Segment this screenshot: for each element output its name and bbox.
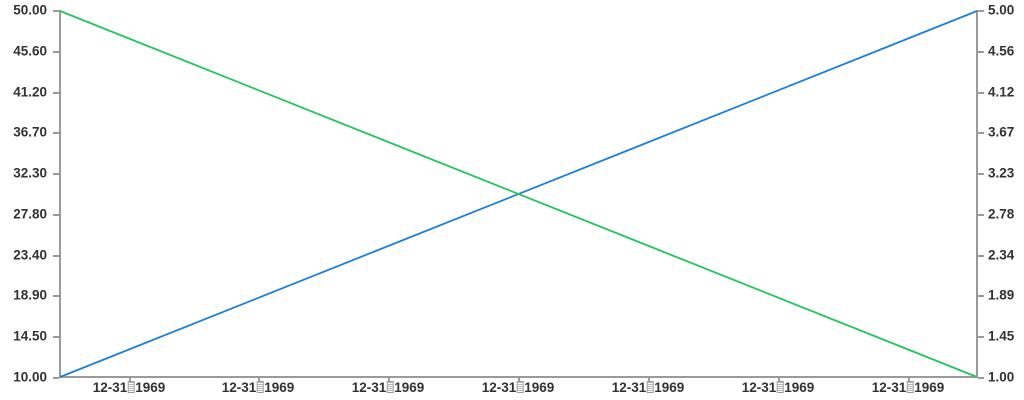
y-axis-left-tick-label: 14.50 <box>13 328 47 344</box>
y-axis-left-tick-label: 18.90 <box>13 287 47 303</box>
y-axis-right-tick-label: 2.78 <box>988 206 1015 222</box>
x-axis-tick-label: 12-31 1969 <box>742 380 815 395</box>
y-axis-right-tick <box>978 377 984 379</box>
missing-glyph-icon <box>646 381 654 393</box>
y-axis-right-labels: 5.00 4.56 4.12 3.67 3.23 2.78 2.34 1.89 … <box>988 0 1024 400</box>
x-axis-spine <box>59 376 978 378</box>
y-axis-right-tick-label: 5.00 <box>988 2 1015 18</box>
plot-area <box>53 10 984 384</box>
x-label-suffix: 1969 <box>914 380 945 395</box>
series-container <box>59 10 978 378</box>
x-label-prefix: 12-31 <box>741 380 777 395</box>
missing-glyph-icon <box>386 381 394 393</box>
y-axis-left-tick-label: 32.30 <box>13 165 47 181</box>
y-axis-right-tick <box>978 50 984 53</box>
x-label-suffix: 1969 <box>264 380 295 395</box>
y-axis-left-labels: 50.00 45.60 41.20 36.70 32.30 27.80 23.4… <box>0 0 56 400</box>
y-axis-right-tick-label: 1.45 <box>988 328 1015 344</box>
x-label-prefix: 12-31 <box>92 380 128 395</box>
x-label-prefix: 12-31 <box>611 380 647 395</box>
y-axis-right-tick <box>978 295 984 298</box>
y-axis-right-tick <box>978 10 984 12</box>
x-axis-labels: 12-31 1969 12-31 1969 12-31 1969 12-31 1969 … <box>0 378 1024 400</box>
y-axis-left-tick <box>53 336 59 339</box>
y-axis-right-tick-label: 2.34 <box>988 246 1015 262</box>
y-axis-left-tick <box>53 91 59 94</box>
y-axis-left-tick <box>53 254 59 257</box>
y-axis-right-spine <box>976 10 978 378</box>
line-series-descending <box>59 10 978 378</box>
y-axis-left-tick <box>53 50 59 53</box>
x-label-suffix: 1969 <box>784 380 815 395</box>
y-axis-right-tick-label: 1.00 <box>988 369 1015 385</box>
y-axis-right-tick-label: 4.12 <box>988 83 1015 99</box>
y-axis-right-tick <box>978 213 984 216</box>
y-axis-left-tick <box>53 10 59 12</box>
y-axis-left-tick <box>53 132 59 135</box>
y-axis-left-tick <box>53 173 59 176</box>
y-axis-left-tick <box>53 377 59 379</box>
x-label-suffix: 1969 <box>394 380 425 395</box>
y-axis-left-tick-label: 36.70 <box>13 124 47 140</box>
x-axis-tick-label: 12-31 1969 <box>482 380 555 395</box>
y-axis-right-tick <box>978 132 984 135</box>
y-axis-right-tick <box>978 336 984 339</box>
y-axis-right-tick <box>978 91 984 94</box>
y-axis-left-tick-label: 23.40 <box>13 246 47 262</box>
y-axis-right-tick-label: 4.56 <box>988 43 1015 59</box>
y-axis-left-tick-label: 50.00 <box>13 2 47 18</box>
x-label-prefix: 12-31 <box>351 380 387 395</box>
y-axis-left-tick <box>53 213 59 216</box>
y-axis-right-tick-label: 3.23 <box>988 165 1015 181</box>
missing-glyph-icon <box>776 381 784 393</box>
x-label-prefix: 12-31 <box>871 380 907 395</box>
x-axis-tick-label: 12-31 1969 <box>352 380 425 395</box>
x-label-suffix: 1969 <box>135 380 166 395</box>
x-label-suffix: 1969 <box>524 380 555 395</box>
x-axis-tick-label: 12-31 1969 <box>612 380 685 395</box>
y-axis-left-tick-label: 45.60 <box>13 43 47 59</box>
missing-glyph-icon <box>256 381 264 393</box>
y-axis-left-tick-label: 10.00 <box>13 369 47 385</box>
missing-glyph-icon <box>127 381 135 393</box>
x-label-prefix: 12-31 <box>481 380 517 395</box>
y-axis-right-tick-label: 1.89 <box>988 287 1015 303</box>
x-label-suffix: 1969 <box>654 380 685 395</box>
y-axis-left-tick-label: 27.80 <box>13 206 47 222</box>
y-axis-right-tick-label: 3.67 <box>988 124 1015 140</box>
y-axis-right-tick <box>978 254 984 257</box>
y-axis-left-tick-label: 41.20 <box>13 83 47 99</box>
x-axis-tick-label: 12-31 1969 <box>93 380 166 395</box>
y-axis-left-tick <box>53 295 59 298</box>
missing-glyph-icon <box>906 381 914 393</box>
x-axis-tick-label: 12-31 1969 <box>222 380 295 395</box>
missing-glyph-icon <box>516 381 524 393</box>
y-axis-left-spine <box>59 10 61 378</box>
x-label-prefix: 12-31 <box>221 380 257 395</box>
x-axis-tick-label: 12-31 1969 <box>872 380 945 395</box>
y-axis-right-tick <box>978 173 984 176</box>
